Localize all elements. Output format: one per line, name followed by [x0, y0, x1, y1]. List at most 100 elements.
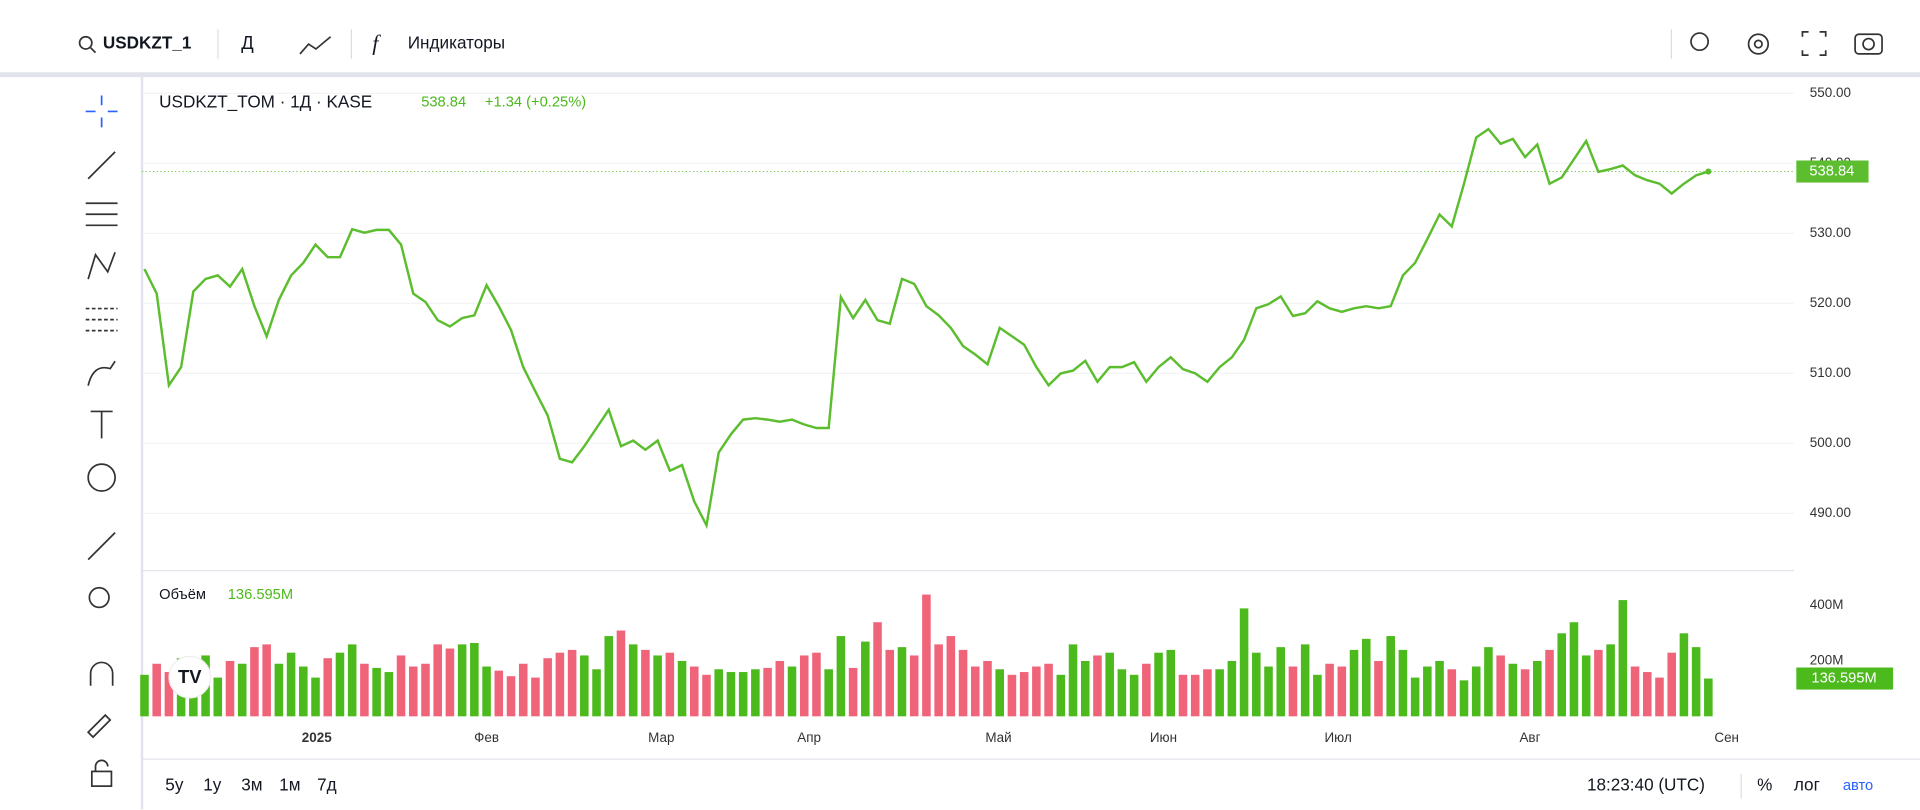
volume-label-box	[1796, 667, 1894, 690]
scale-button[interactable]: %	[1757, 775, 1772, 795]
x-tick-label: Авг	[1519, 730, 1540, 745]
volume-bar	[494, 670, 504, 717]
last-point	[1705, 168, 1712, 175]
crosshair-tool[interactable]	[85, 95, 118, 128]
symbol-search[interactable]: USDKZT_1	[103, 33, 192, 53]
volume-bar	[1300, 644, 1310, 717]
range-button[interactable]: 1м	[279, 775, 300, 795]
scale-button[interactable]: авто	[1843, 778, 1873, 794]
volume-bar	[861, 641, 870, 717]
interval-button[interactable]: Д	[241, 32, 254, 53]
volume-bar	[787, 666, 797, 717]
volume-bar	[1484, 647, 1493, 717]
text-tool[interactable]	[90, 410, 113, 439]
zoom-tool[interactable]	[88, 586, 110, 609]
volume-bar	[1178, 674, 1188, 717]
chart-type-button[interactable]	[299, 36, 332, 55]
volume-bar	[592, 669, 601, 717]
volume-bar	[1581, 655, 1591, 717]
range-button[interactable]: 5y	[165, 775, 184, 795]
volume-bar	[1435, 660, 1444, 717]
volume-bar	[812, 652, 821, 717]
fullscreen-icon[interactable]	[1801, 30, 1827, 56]
volume-bar	[1410, 677, 1420, 717]
lock-drawing-tool[interactable]	[86, 713, 112, 739]
screenshot-icon[interactable]	[1854, 33, 1883, 55]
lock-tool[interactable]	[90, 770, 113, 787]
search-icon-handle	[90, 47, 97, 54]
volume-bar	[445, 648, 455, 717]
volume-bar	[665, 652, 675, 717]
volume-bar	[506, 676, 516, 717]
brush-tool[interactable]	[87, 360, 116, 386]
volume-bar	[1105, 652, 1114, 717]
volume-bar	[677, 660, 687, 717]
volume-bar	[836, 636, 846, 717]
volume-bar	[1129, 674, 1139, 717]
volume-bar	[1557, 633, 1567, 717]
volume-bar	[1190, 674, 1200, 717]
settings-icon[interactable]	[1747, 33, 1770, 55]
volume-bar	[1545, 649, 1554, 717]
volume-bar	[983, 660, 992, 717]
magnet-tool[interactable]	[89, 661, 114, 686]
volume-bar	[1349, 649, 1359, 717]
volume-bar	[1068, 644, 1078, 717]
volume-bar	[457, 644, 467, 717]
volume-bar	[1704, 678, 1713, 717]
volume-bar	[164, 672, 174, 717]
volume-bar	[1337, 666, 1347, 717]
range-button[interactable]: 7д	[317, 775, 337, 795]
y-tick-label: 520.00	[1810, 295, 1851, 310]
price-label: 538.84	[1809, 163, 1854, 179]
volume-bar	[1361, 638, 1371, 717]
volume-bar	[531, 677, 540, 717]
projection-tool[interactable]	[85, 307, 118, 332]
volume-bar	[250, 647, 259, 717]
volume-bar	[1606, 644, 1615, 717]
volume-bar	[653, 655, 662, 717]
volume-bar	[1264, 666, 1273, 717]
volume-bar	[1679, 633, 1689, 717]
search-icon[interactable]	[78, 35, 93, 50]
volume-bar	[1655, 677, 1664, 717]
volume-bar	[213, 677, 223, 717]
volume-bar	[1044, 663, 1053, 717]
volume-bar	[1374, 660, 1383, 717]
volume-bar	[311, 677, 320, 717]
indicators-icon[interactable]: f	[372, 30, 381, 55]
alert-icon[interactable]	[1690, 32, 1710, 52]
volume-bar	[1471, 666, 1481, 717]
volume-bar	[726, 672, 736, 717]
volume-bar	[372, 667, 381, 717]
scale-button[interactable]: лог	[1794, 775, 1820, 795]
volume-bar	[909, 655, 919, 717]
indicators-button[interactable]: Индикаторы	[408, 33, 505, 53]
volume-bar	[152, 663, 161, 717]
settings-icon-core	[1753, 39, 1763, 49]
volume-tick-label: 400M	[1810, 597, 1844, 612]
x-tick-label: Фев	[474, 730, 499, 745]
last-price: 538.84	[421, 95, 466, 111]
volume-bar	[1093, 655, 1102, 717]
volume-bar	[922, 594, 931, 717]
volume-bar	[555, 652, 565, 717]
range-button[interactable]: 1y	[203, 775, 222, 795]
trend-line-tool[interactable]	[87, 151, 116, 180]
volume-bar	[641, 649, 650, 717]
pattern-tool[interactable]	[87, 251, 116, 280]
fib-tool[interactable]	[85, 202, 118, 227]
volume-bar	[897, 647, 907, 717]
volume-bar	[1276, 647, 1286, 717]
volume-bar	[738, 672, 748, 717]
ruler-tool[interactable]	[87, 532, 116, 561]
emoji-tool[interactable]	[87, 463, 116, 492]
volume-bar	[751, 669, 760, 717]
volume-bar	[934, 644, 943, 717]
x-tick-label: Апр	[797, 730, 821, 745]
volume-bar	[1594, 649, 1603, 717]
volume-bar	[408, 666, 418, 717]
volume-bar	[335, 652, 345, 717]
range-button[interactable]: 3м	[241, 775, 262, 795]
